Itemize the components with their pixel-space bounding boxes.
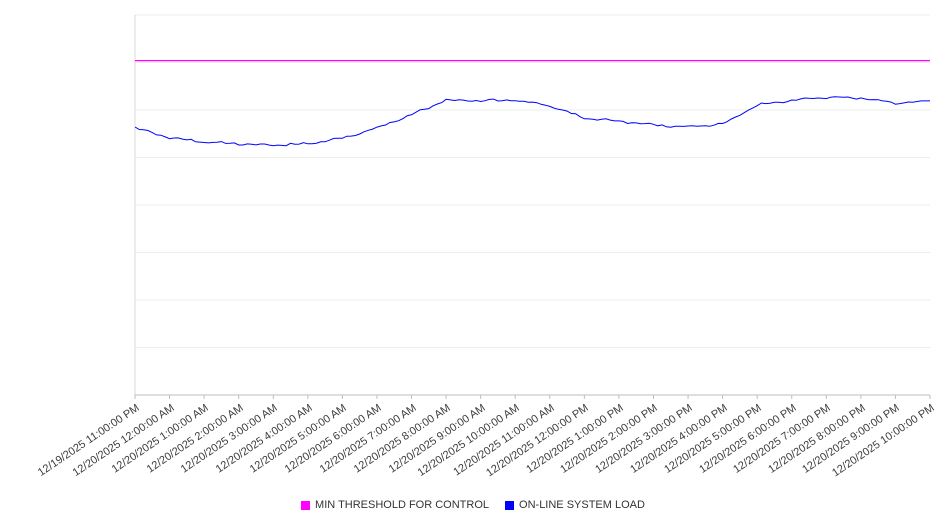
legend-label: MIN THRESHOLD FOR CONTROL (315, 499, 490, 511)
legend-item: MIN THRESHOLD FOR CONTROL (301, 499, 489, 511)
x-tick-label: 12/20/2025 7:00:00 PM (731, 402, 834, 476)
x-tick-label: 12/20/2025 5:00:00 PM (662, 402, 764, 476)
x-tick-label: 12/20/2025 1:00:00 PM (524, 402, 626, 476)
x-tick-label: 12/20/2025 2:00:00 PM (558, 402, 661, 476)
x-tick-label: 12/20/2025 4:00:00 AM (213, 402, 315, 476)
x-tick-label: 12/20/2025 5:00:00 AM (248, 402, 350, 476)
x-tick-label: 12/20/2025 9:00:00 PM (800, 402, 903, 476)
x-tick-label: 12/20/2025 6:00:00 AM (282, 402, 384, 476)
x-tick-label: 12/20/2025 3:00:00 PM (593, 402, 695, 476)
legend-swatch (301, 500, 311, 510)
x-tick-label: 12/20/2025 12:00:00 PM (484, 402, 592, 480)
x-tick-label: 12/20/2025 10:00:00 AM (415, 402, 522, 479)
x-tick-label: 12/20/2025 7:00:00 AM (317, 402, 419, 476)
x-tick-label: 12/19/2025 11:00:00 PM (35, 402, 142, 479)
x-tick-label: 12/20/2025 1:00:00 AM (109, 402, 211, 476)
plot-area (134, 14, 931, 399)
x-tick-label: 12/20/2025 12:00:00 AM (70, 402, 177, 479)
x-tick-label: 12/20/2025 9:00:00 AM (386, 402, 488, 476)
x-tick-label: 12/20/2025 11:00:00 AM (451, 402, 557, 479)
x-tick-label: 12/20/2025 2:00:00 AM (144, 402, 246, 476)
x-tick-label: 12/20/2025 3:00:00 AM (178, 402, 280, 476)
legend: MIN THRESHOLD FOR CONTROL ON-LINE SYSTEM … (0, 499, 946, 511)
x-axis-labels: 12/19/2025 11:00:00 PM 12/20/2025 12:00:0… (0, 395, 946, 500)
legend-label: ON-LINE SYSTEM LOAD (519, 499, 645, 511)
x-tick-label: 12/20/2025 8:00:00 PM (766, 402, 868, 476)
x-tick-label: 12/20/2025 10:00:00 PM (830, 402, 937, 480)
load-line (134, 96, 930, 147)
legend-item: ON-LINE SYSTEM LOAD (505, 499, 645, 511)
x-tick-label: 12/20/2025 4:00:00 PM (627, 402, 730, 476)
x-tick-label: 12/20/2025 6:00:00 PM (696, 402, 799, 476)
legend-swatch (505, 500, 515, 510)
x-tick-label: 12/20/2025 8:00:00 AM (351, 402, 453, 476)
